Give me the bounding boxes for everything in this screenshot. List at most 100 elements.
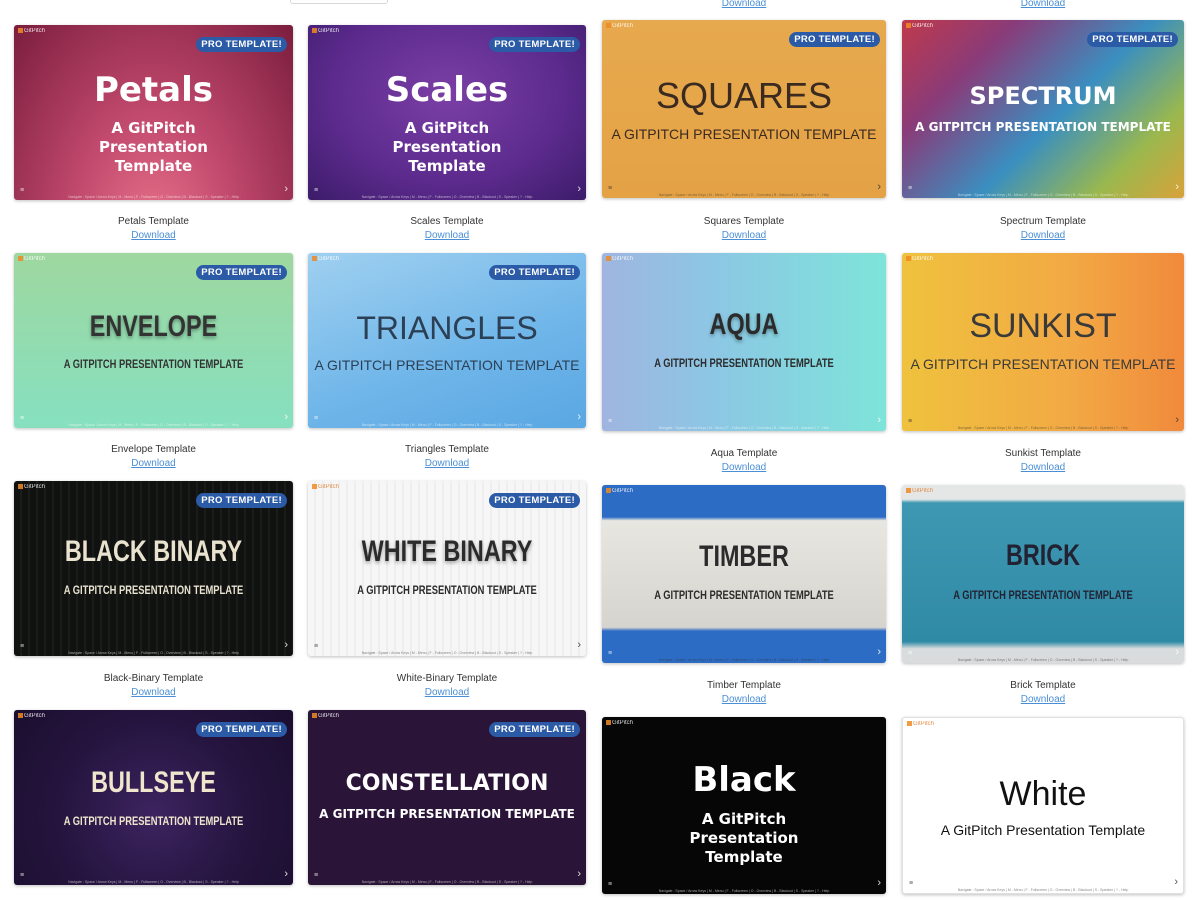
slide-menu-icon: ≡ (608, 418, 613, 425)
gitpitch-logo-text: GitPitch (612, 23, 634, 29)
pro-template-badge: PRO TEMPLATE! (1087, 32, 1178, 47)
slide-title: BRICK (1005, 539, 1081, 572)
slide-navigation-hints: Navigate : Space / Arrow Keys | M - Menu… (68, 195, 239, 199)
template-thumbnail-sunkist[interactable]: GitPitch SUNKIST A GITPITCH PRESENTATION T… (902, 253, 1184, 431)
download-link[interactable]: Download (424, 230, 470, 241)
template-caption: Envelope Template (111, 444, 196, 455)
template-thumbnail-triangles[interactable]: GitPitch PRO TEMPLATE! TRIANGLES A GITPITCH… (308, 253, 586, 428)
gitpitch-logo: GitPitch (606, 256, 633, 262)
slide-subtitle: A GitPitch Presentation Template (392, 119, 502, 175)
slide-navigation-hints: Navigate : Space / Arrow Keys | M - Menu… (68, 651, 239, 655)
gitpitch-logo: GitPitch (312, 28, 339, 34)
template-card-timber: GitPitch TIMBER A GITPITCH PRESENTATION TE… (602, 485, 886, 714)
slide-navigation-hints: Navigate : Space / Arrow Keys | M - Menu… (361, 880, 533, 884)
template-card-sunkist: GitPitch SUNKIST A GITPITCH PRESENTATION T… (902, 253, 1184, 482)
download-link[interactable]: Download (131, 687, 176, 698)
slide-next-arrow-icon: › (1175, 646, 1179, 658)
template-thumbnail-white[interactable]: GitPitch White A GitPitch Presentation Tem… (902, 717, 1184, 894)
gitpitch-logo-text: GitPitch (24, 28, 46, 34)
gitpitch-logo: GitPitch (312, 713, 339, 719)
gitpitch-logo-text: GitPitch (912, 23, 934, 29)
slide-navigation-hints: Navigate : Space / Arrow Keys | M - Menu… (658, 193, 830, 197)
gitpitch-logo: GitPitch (906, 488, 933, 494)
slide-subtitle: A GITPITCH PRESENTATION TEMPLATE (319, 806, 575, 821)
template-thumbnail-spectrum[interactable]: GitPitch PRO TEMPLATE! SPECTRUM A GITPITCH … (902, 20, 1184, 198)
slide-next-arrow-icon: › (284, 411, 288, 423)
download-link[interactable]: Download (721, 462, 767, 473)
slide-title: SUNKIST (969, 306, 1117, 345)
download-link[interactable]: Download (131, 230, 176, 241)
template-caption: Timber Template (707, 680, 781, 691)
download-link[interactable]: Download (721, 694, 767, 705)
gitpitch-logo-text: GitPitch (24, 713, 46, 719)
gitpitch-logo: GitPitch (906, 256, 933, 262)
template-thumbnail-brick[interactable]: GitPitch BRICK A GITPITCH PRESENTATION TEM… (902, 485, 1184, 663)
slide-title: BULLSEYE (91, 766, 216, 799)
template-card-blackbinary: GitPitch PRO TEMPLATE! BLACK BINARY A GITPI… (14, 481, 293, 707)
template-card-spectrum: GitPitch PRO TEMPLATE! SPECTRUM A GITPITCH … (902, 20, 1184, 250)
slide-next-arrow-icon: › (577, 868, 581, 880)
slide-next-arrow-icon: › (284, 868, 288, 880)
slide-subtitle: A GitPitch Presentation Template (940, 821, 1146, 838)
slide-title: ENVELOPE (89, 310, 218, 343)
slide-title: TRIANGLES (356, 309, 538, 346)
slide-title: SQUARES (655, 75, 833, 117)
slide-menu-icon: ≡ (908, 418, 913, 425)
pro-template-badge: PRO TEMPLATE! (489, 493, 580, 508)
slide-next-arrow-icon: › (284, 183, 288, 195)
download-link[interactable]: Download (1020, 462, 1066, 473)
slide-navigation-hints: Navigate : Space / Arrow Keys | M - Menu… (68, 880, 239, 884)
template-caption: Petals Template (118, 216, 189, 227)
slide-next-arrow-icon: › (1175, 181, 1179, 193)
download-link[interactable]: Download (721, 230, 767, 241)
template-thumbnail-blackbinary[interactable]: GitPitch PRO TEMPLATE! BLACK BINARY A GITPI… (14, 481, 293, 656)
slide-navigation-hints: Navigate : Space / Arrow Keys | M - Menu… (68, 423, 239, 427)
slide-title: CONSTELLATION (345, 770, 549, 796)
template-caption: Squares Template (703, 216, 785, 227)
slide-next-arrow-icon: › (877, 646, 881, 658)
gitpitch-logo-icon (906, 256, 911, 261)
download-link[interactable]: Download (1020, 694, 1066, 705)
slide-subtitle: A GITPITCH PRESENTATION TEMPLATE (654, 587, 834, 602)
template-thumbnail-scales[interactable]: GitPitch PRO TEMPLATE! Scales A GitPitch Pr… (308, 25, 586, 200)
slide-next-arrow-icon: › (577, 411, 581, 423)
template-caption: Triangles Template (405, 444, 489, 455)
template-thumbnail-aqua[interactable]: GitPitch AQUA A GITPITCH PRESENTATION TEMP… (602, 253, 886, 431)
top-partial-field[interactable] (290, 0, 388, 4)
download-link[interactable]: Download (1020, 230, 1066, 241)
slide-subtitle: A GitPitch Presentation Template (689, 810, 799, 866)
template-thumbnail-constellation[interactable]: GitPitch PRO TEMPLATE! CONSTELLATION A GITP… (308, 710, 586, 885)
template-thumbnail-bullseye[interactable]: GitPitch PRO TEMPLATE! BULLSEYE A GITPITCH … (14, 710, 293, 885)
gitpitch-logo-icon (606, 720, 611, 725)
template-thumbnail-squares[interactable]: GitPitch PRO TEMPLATE! SQUARES A GITPITCH P… (602, 20, 886, 198)
slide-menu-icon: ≡ (908, 650, 913, 657)
slide-navigation-hints: Navigate : Space / Arrow Keys | M - Menu… (658, 889, 830, 893)
template-thumbnail-envelope[interactable]: GitPitch PRO TEMPLATE! ENVELOPE A GITPITCH … (14, 253, 293, 428)
template-card-aqua: GitPitch AQUA A GITPITCH PRESENTATION TEMP… (602, 253, 886, 482)
top-download-link-3[interactable]: Download (721, 0, 767, 9)
slide-title: Petals (93, 69, 214, 110)
download-link[interactable]: Download (424, 687, 470, 698)
gitpitch-logo: GitPitch (312, 256, 339, 262)
slide-subtitle: A GITPITCH PRESENTATION TEMPLATE (654, 355, 834, 370)
download-link[interactable]: Download (131, 458, 176, 469)
top-download-link-4[interactable]: Download (1020, 0, 1066, 9)
gitpitch-logo-text: GitPitch (318, 713, 340, 719)
slide-menu-icon: ≡ (608, 650, 613, 657)
slide-navigation-hints: Navigate : Space / Arrow Keys | M - Menu… (957, 888, 1129, 892)
template-thumbnail-whitebinary[interactable]: GitPitch PRO TEMPLATE! WHITE BINARY A GITPI… (308, 481, 586, 656)
template-card-black: GitPitch Black A GitPitch Presentation Tem… (602, 717, 886, 894)
slide-menu-icon: ≡ (608, 881, 613, 888)
gitpitch-logo: GitPitch (18, 256, 45, 262)
template-thumbnail-timber[interactable]: GitPitch TIMBER A GITPITCH PRESENTATION TE… (602, 485, 886, 663)
gitpitch-logo: GitPitch (18, 713, 45, 719)
download-link[interactable]: Download (424, 458, 470, 469)
template-caption: Aqua Template (710, 448, 778, 459)
template-thumbnail-petals[interactable]: GitPitch PRO TEMPLATE! Petals A GitPitch Pr… (14, 25, 293, 200)
slide-subtitle: A GITPITCH PRESENTATION TEMPLATE (63, 582, 244, 597)
template-thumbnail-black[interactable]: GitPitch Black A GitPitch Presentation Tem… (602, 717, 886, 894)
gitpitch-logo-icon (907, 721, 912, 726)
pro-template-badge: PRO TEMPLATE! (789, 32, 880, 47)
slide-navigation-hints: Navigate : Space / Arrow Keys | M - Menu… (957, 193, 1129, 197)
slide-next-arrow-icon: › (877, 181, 881, 193)
